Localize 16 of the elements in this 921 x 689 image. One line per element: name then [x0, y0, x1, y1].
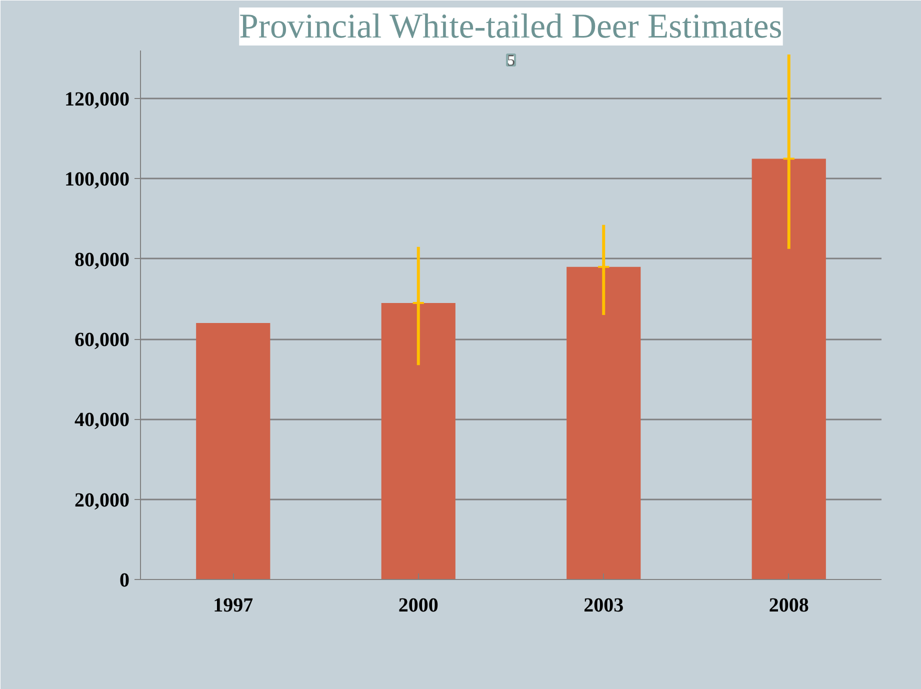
- y-tick-label: 20,000: [74, 489, 130, 512]
- y-tick-label: 120,000: [64, 88, 130, 111]
- x-tick-label: 2008: [768, 594, 809, 616]
- y-tick-label: 0: [120, 570, 130, 592]
- x-tick-label: 1997: [213, 594, 254, 616]
- bar: [381, 302, 456, 580]
- bar: [752, 158, 826, 580]
- bar: [196, 323, 270, 580]
- chart-title: Provincial White-tailed Deer Estimates: [239, 8, 782, 46]
- y-tick-label: 100,000: [64, 168, 130, 191]
- x-tick-label: 2000: [398, 594, 438, 616]
- y-tick-label: 80,000: [74, 248, 130, 271]
- bar: [566, 266, 641, 580]
- x-tick-label: 2003: [584, 594, 624, 616]
- y-tick-label: 40,000: [74, 409, 130, 432]
- y-tick-label: 60,000: [74, 329, 130, 352]
